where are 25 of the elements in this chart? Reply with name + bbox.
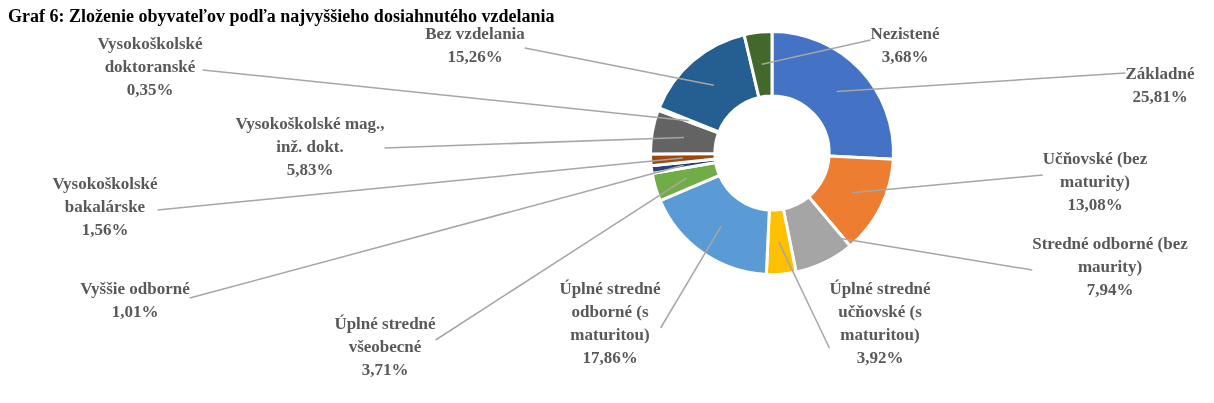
slice-label: Stredné odborné (bez maurity) — [1032, 234, 1189, 277]
slice-label: Základné — [1125, 64, 1195, 84]
chart-title: Graf 6: Zloženie obyvateľov podľa najvyššieho dosiahnutého vzdelania — [8, 5, 555, 26]
slice-label: Bez vzdelania — [425, 24, 526, 44]
data-label: 3,68% — [881, 47, 929, 67]
slice-label: Vyššie odborné — [80, 279, 191, 299]
slice-label: Úplné stredné odborné (s maturitou) — [559, 279, 662, 345]
slice-label: Nezistené — [870, 24, 940, 44]
data-label: 0,35% — [126, 80, 174, 100]
data-label: 1,01% — [111, 302, 159, 322]
slice-label: Učňovské (bez maturity) — [1042, 149, 1148, 192]
data-label: 3,71% — [361, 360, 409, 380]
data-label: 3,92% — [856, 348, 904, 368]
data-label: 7,94% — [1086, 280, 1134, 300]
slice-label: Úplné stredné učňovské (s maturitou) — [829, 279, 932, 345]
slice-label: Vysokoškolské mag., inž. dokt. — [235, 114, 385, 157]
data-label: 5,83% — [286, 160, 334, 180]
data-label: 17,86% — [582, 348, 638, 368]
data-label: 15,26% — [447, 47, 503, 67]
slice-label: Úplné stredné všeobecné — [334, 314, 437, 357]
data-label: 13,08% — [1067, 195, 1123, 215]
data-label: 1,56% — [81, 220, 129, 240]
slice-label: Vysokoškolské doktoranské — [97, 34, 204, 77]
data-label: 25,81% — [1132, 87, 1188, 107]
slice-label: Vysokoškolské bakalárske — [52, 174, 159, 217]
